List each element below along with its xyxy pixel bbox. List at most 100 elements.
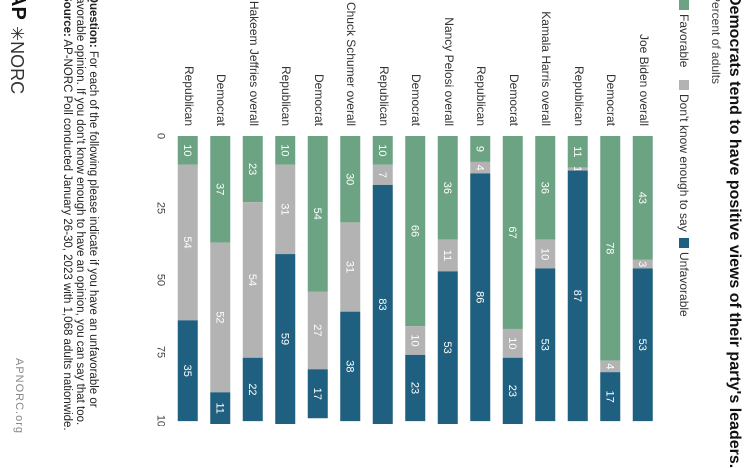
source-text: AP-NORC Poll conducted January 26-30, 20… bbox=[61, 39, 73, 431]
bar-segment bbox=[632, 259, 653, 269]
bar-segment bbox=[372, 184, 393, 424]
bar-segment bbox=[242, 136, 263, 203]
footnote: Question: For each of the following plea… bbox=[60, 0, 99, 434]
data-label: 23 bbox=[246, 163, 258, 175]
bar-segment bbox=[242, 202, 263, 358]
bar-segment bbox=[177, 320, 198, 422]
data-label: 4 bbox=[603, 363, 615, 369]
chart-stage: Democrats tend to have positive views of… bbox=[7, 0, 743, 468]
bar-segment bbox=[632, 136, 653, 260]
data-label: 52 bbox=[213, 311, 225, 323]
chart-plot: 4335378417111873610536710239486361153661… bbox=[155, 133, 653, 426]
data-label: 87 bbox=[571, 290, 583, 302]
x-tick-label: 50 bbox=[155, 274, 167, 286]
data-label: 53 bbox=[538, 339, 550, 351]
data-label: 10 bbox=[506, 337, 518, 349]
data-label: 78 bbox=[603, 242, 615, 254]
bar-segment bbox=[275, 254, 296, 424]
question-label: Question: bbox=[87, 0, 99, 48]
data-label: 59 bbox=[278, 333, 290, 345]
data-label: 38 bbox=[343, 360, 355, 372]
x-tick-label: 25 bbox=[155, 202, 167, 214]
data-label: 10 bbox=[181, 144, 193, 156]
source-note: Source: AP-NORC Poll conducted January 2… bbox=[60, 0, 73, 434]
source-label: Source: bbox=[61, 0, 73, 37]
bar-segment bbox=[600, 372, 621, 422]
bar-segment bbox=[405, 326, 426, 355]
data-label: 37 bbox=[213, 183, 225, 195]
x-tick-label: 0 bbox=[155, 133, 167, 139]
bar-segment bbox=[567, 136, 588, 168]
data-label: 54 bbox=[311, 208, 323, 220]
bar-segment bbox=[437, 136, 458, 240]
bar-segment bbox=[340, 136, 361, 223]
data-label: 31 bbox=[278, 203, 290, 215]
data-label: 3 bbox=[636, 261, 648, 267]
bar-segment bbox=[470, 161, 491, 174]
data-label: 4 bbox=[473, 165, 485, 171]
data-label: 23 bbox=[408, 382, 420, 394]
bar-segment bbox=[600, 136, 621, 361]
bar-segment bbox=[242, 357, 263, 422]
bar-segment bbox=[470, 173, 491, 422]
data-label: 83 bbox=[376, 298, 388, 310]
bar-segment bbox=[340, 311, 361, 422]
bar-segment bbox=[177, 136, 198, 165]
data-label: 36 bbox=[441, 182, 453, 194]
bar-segment bbox=[502, 136, 523, 329]
data-label: 23 bbox=[506, 385, 518, 397]
data-label: 31 bbox=[343, 261, 355, 273]
site-url: APNORC.org bbox=[13, 358, 25, 435]
bar-segment bbox=[405, 136, 426, 327]
data-label: 10 bbox=[376, 144, 388, 156]
bar-segment bbox=[502, 328, 523, 358]
data-label: 17 bbox=[603, 391, 615, 403]
bar-segment bbox=[632, 268, 653, 422]
data-label: 53 bbox=[636, 339, 648, 351]
x-tick-label: 75 bbox=[155, 346, 167, 358]
bar-segment bbox=[307, 291, 328, 370]
bar-segment bbox=[437, 271, 458, 424]
bar-segment bbox=[502, 357, 523, 425]
bar-segment bbox=[307, 136, 328, 292]
data-label: 9 bbox=[473, 146, 485, 152]
bar-segment bbox=[275, 136, 296, 165]
data-label: 54 bbox=[181, 236, 193, 248]
data-label: 10 bbox=[408, 334, 420, 346]
bar-segment bbox=[372, 164, 393, 185]
data-label: 7 bbox=[376, 172, 388, 178]
bar-segment bbox=[470, 136, 491, 162]
bar-segment bbox=[275, 164, 296, 255]
data-label: 1 bbox=[571, 166, 583, 172]
bar-segment bbox=[437, 239, 458, 272]
data-label: 43 bbox=[636, 192, 648, 204]
bar-segment bbox=[535, 239, 556, 269]
data-label: 54 bbox=[246, 274, 258, 286]
data-label: 86 bbox=[473, 291, 485, 303]
bar-segment bbox=[210, 392, 231, 425]
data-label: 11 bbox=[571, 146, 583, 157]
data-label: 53 bbox=[441, 342, 453, 354]
data-label: 17 bbox=[311, 388, 323, 400]
bar-segment bbox=[567, 167, 588, 171]
bar-segment bbox=[535, 268, 556, 422]
bar-segment bbox=[210, 136, 231, 243]
bar-segment bbox=[405, 354, 426, 422]
data-label: 10 bbox=[538, 248, 550, 260]
data-label: 11 bbox=[213, 402, 225, 413]
bar-segment bbox=[600, 360, 621, 373]
question-note: Question: For each of the following plea… bbox=[73, 0, 99, 434]
data-label: 22 bbox=[246, 383, 258, 395]
norc-logo: ✳NORC bbox=[7, 26, 27, 95]
data-label: 35 bbox=[181, 365, 193, 377]
bar-segment bbox=[340, 222, 361, 312]
data-label: 30 bbox=[343, 173, 355, 185]
data-label: 10 bbox=[278, 144, 290, 156]
data-label: 66 bbox=[408, 225, 420, 237]
data-label: 11 bbox=[441, 250, 453, 261]
data-label: 36 bbox=[538, 182, 550, 194]
data-label: 27 bbox=[311, 324, 323, 336]
bar-segment bbox=[177, 164, 198, 321]
ap-logo: AP bbox=[7, 0, 29, 20]
bar-segment bbox=[210, 242, 231, 393]
